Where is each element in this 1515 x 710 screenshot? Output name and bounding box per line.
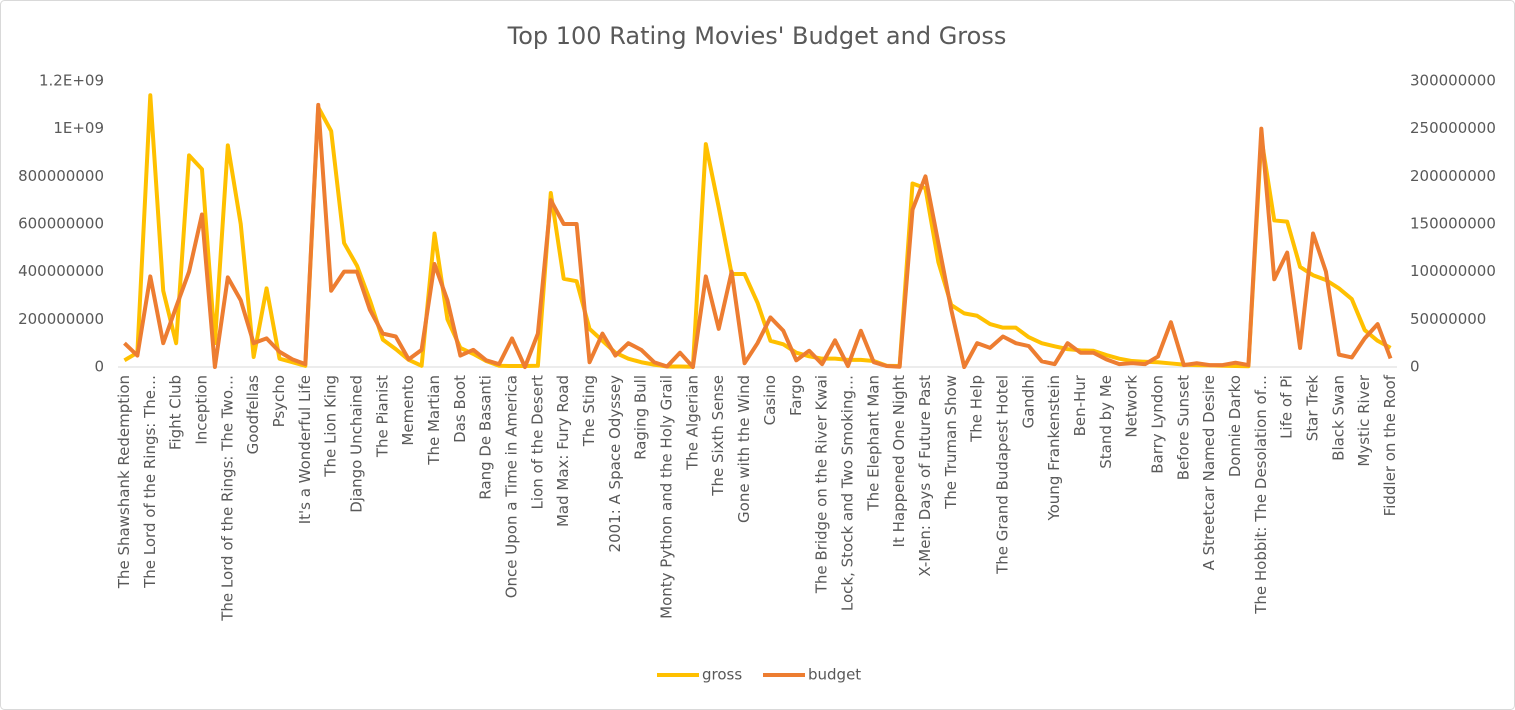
x-tick-label: It Happened One Night xyxy=(890,375,908,548)
x-tick-label: X-Men: Days of Future Past xyxy=(916,375,934,577)
x-tick-label: Donnie Darko xyxy=(1226,375,1244,477)
x-tick-label: Fargo xyxy=(787,375,805,416)
x-tick-label: Young Frankenstein xyxy=(1045,375,1063,522)
x-tick-label: Barry Lyndon xyxy=(1148,375,1166,474)
y-tick-label: 800000000 xyxy=(18,167,104,185)
x-tick-label: Ben-Hur xyxy=(1071,374,1089,436)
x-tick-label: The Shawshank Redemption xyxy=(115,375,133,589)
x-tick-label: Psycho xyxy=(270,375,288,427)
x-tick-label: The Elephant Man xyxy=(864,375,882,512)
x-tick-label: Life of Pi xyxy=(1278,375,1296,439)
x-tick-label: Before Sunset xyxy=(1174,375,1192,480)
legend-label: gross xyxy=(702,666,742,684)
x-tick-label: Monty Python and the Holy Grail xyxy=(658,375,676,619)
x-tick-label: Mad Max: Fury Road xyxy=(554,375,572,527)
x-tick-label: The Lord of the Rings: The… xyxy=(141,375,159,589)
x-tick-label: The Hobbit: The Desolation of… xyxy=(1252,375,1270,615)
x-tick-label: Memento xyxy=(399,375,417,446)
y-tick-label: 1.2E+09 xyxy=(39,72,104,90)
x-tick-label: Network xyxy=(1123,375,1141,438)
x-tick-label: The Lion King xyxy=(322,375,340,478)
y2-tick-label: 150000000 xyxy=(1410,215,1496,233)
x-tick-label: Rang De Basanti xyxy=(477,375,495,500)
x-tick-label: The Lord of the Rings: The Two… xyxy=(218,375,236,622)
y-tick-label: 200000000 xyxy=(18,310,104,328)
x-tick-label: Raging Bull xyxy=(632,375,650,460)
x-tick-label: The Martian xyxy=(425,375,443,466)
x-tick-label: The Pianist xyxy=(373,375,391,458)
x-tick-label: The Sixth Sense xyxy=(709,375,727,497)
x-tick-label: The Help xyxy=(968,375,986,443)
y-tick-label: 600000000 xyxy=(18,215,104,233)
x-tick-label: Star Trek xyxy=(1304,375,1322,442)
y2-tick-label: 100000000 xyxy=(1410,262,1496,280)
x-tick-label: Stand by Me xyxy=(1097,375,1115,469)
y2-tick-label: 250000000 xyxy=(1410,119,1496,137)
x-tick-label: Fight Club xyxy=(167,375,185,450)
x-tick-label: The Algerian xyxy=(683,375,701,471)
x-tick-label: Gandhi xyxy=(1019,375,1037,429)
x-tick-label: A Streetcar Named Desire xyxy=(1200,375,1218,570)
y2-tick-label: 200000000 xyxy=(1410,167,1496,185)
x-tick-label: 2001: A Space Odyssey xyxy=(606,375,624,553)
y-tick-label: 400000000 xyxy=(18,262,104,280)
x-tick-label: Black Swan xyxy=(1329,375,1347,461)
series-line xyxy=(123,102,1393,369)
x-tick-label: Das Boot xyxy=(451,375,469,443)
series-line xyxy=(123,93,1392,369)
x-tick-label: Mystic River xyxy=(1355,374,1373,466)
x-tick-label: Inception xyxy=(192,375,210,445)
y-tick-label: 0 xyxy=(94,358,104,376)
y2-tick-label: 50000000 xyxy=(1410,310,1486,328)
x-tick-label: Django Unchained xyxy=(348,375,366,513)
x-tick-label: The Bridge on the River Kwai xyxy=(813,375,831,594)
x-tick-label: It's a Wonderful Life xyxy=(296,375,314,524)
x-tick-label: Lock, Stock and Two Smoking… xyxy=(838,375,856,611)
x-tick-label: Goodfellas xyxy=(244,375,262,455)
y2-tick-label: 0 xyxy=(1410,358,1420,376)
x-tick-label: Casino xyxy=(761,375,779,425)
x-tick-label: The Sting xyxy=(580,375,598,447)
x-tick-label: The Truman Show xyxy=(942,375,960,510)
x-tick-label: Lion of the Desert xyxy=(528,375,546,510)
legend-label: budget xyxy=(808,666,861,684)
x-tick-label: Once Upon a Time in America xyxy=(503,375,521,598)
y2-tick-label: 300000000 xyxy=(1410,72,1496,90)
x-tick-label: Fiddler on the Roof xyxy=(1381,374,1399,516)
y-tick-label: 1E+09 xyxy=(53,119,104,137)
chart-title: Top 100 Rating Movies' Budget and Gross xyxy=(507,22,1007,50)
x-tick-label: Gone with the Wind xyxy=(735,375,753,523)
x-tick-label: The Grand Budapest Hotel xyxy=(993,375,1011,575)
